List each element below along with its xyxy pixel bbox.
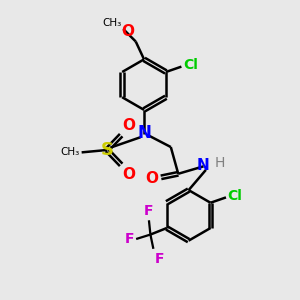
Text: H: H — [215, 156, 225, 170]
Text: Cl: Cl — [183, 58, 198, 72]
Text: F: F — [124, 232, 134, 246]
Text: O: O — [121, 24, 134, 39]
Text: O: O — [123, 118, 136, 133]
Text: CH₃: CH₃ — [60, 147, 79, 158]
Text: CH₃: CH₃ — [103, 17, 122, 28]
Text: O: O — [146, 171, 159, 186]
Text: N: N — [137, 124, 151, 142]
Text: F: F — [144, 204, 154, 218]
Text: Cl: Cl — [227, 189, 242, 203]
Text: N: N — [197, 158, 210, 173]
Text: F: F — [155, 252, 164, 266]
Text: S: S — [100, 141, 113, 159]
Text: O: O — [123, 167, 136, 182]
